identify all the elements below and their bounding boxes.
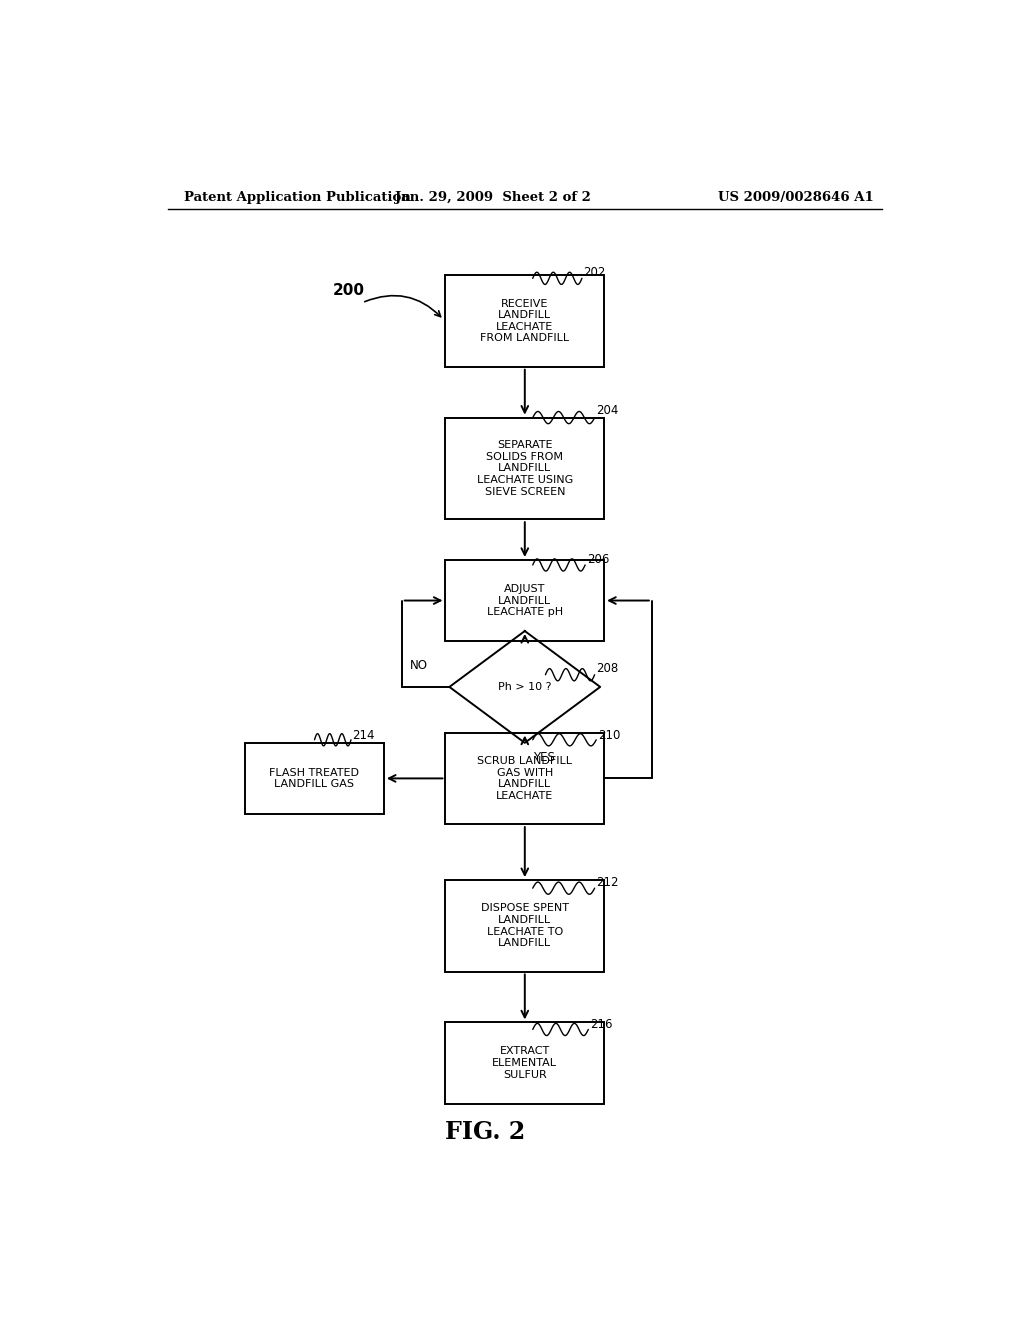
Text: EXTRACT
ELEMENTAL
SULFUR: EXTRACT ELEMENTAL SULFUR — [493, 1047, 557, 1080]
FancyArrowPatch shape — [365, 296, 440, 317]
Text: 210: 210 — [598, 729, 621, 742]
Text: 200: 200 — [333, 282, 365, 298]
Text: 206: 206 — [587, 553, 609, 566]
FancyBboxPatch shape — [445, 1022, 604, 1104]
Text: 216: 216 — [590, 1018, 612, 1031]
Text: DISPOSE SPENT
LANDFILL
LEACHATE TO
LANDFILL: DISPOSE SPENT LANDFILL LEACHATE TO LANDF… — [481, 903, 568, 948]
Text: Ph > 10 ?: Ph > 10 ? — [498, 682, 552, 692]
Text: NO: NO — [410, 659, 428, 672]
Text: 204: 204 — [596, 404, 618, 417]
Text: Patent Application Publication: Patent Application Publication — [183, 190, 411, 203]
Text: 212: 212 — [596, 875, 618, 888]
Text: RECEIVE
LANDFILL
LEACHATE
FROM LANDFILL: RECEIVE LANDFILL LEACHATE FROM LANDFILL — [480, 298, 569, 343]
FancyBboxPatch shape — [445, 560, 604, 642]
Text: US 2009/0028646 A1: US 2009/0028646 A1 — [718, 190, 873, 203]
Text: SCRUB LANDFILL
GAS WITH
LANDFILL
LEACHATE: SCRUB LANDFILL GAS WITH LANDFILL LEACHAT… — [477, 756, 572, 801]
FancyBboxPatch shape — [445, 733, 604, 824]
FancyBboxPatch shape — [445, 276, 604, 367]
Text: YES: YES — [532, 751, 555, 764]
Text: 214: 214 — [352, 729, 375, 742]
Text: FLASH TREATED
LANDFILL GAS: FLASH TREATED LANDFILL GAS — [269, 768, 359, 789]
FancyBboxPatch shape — [445, 417, 604, 519]
Text: 202: 202 — [584, 265, 606, 279]
Text: Jan. 29, 2009  Sheet 2 of 2: Jan. 29, 2009 Sheet 2 of 2 — [395, 190, 591, 203]
Text: ADJUST
LANDFILL
LEACHATE pH: ADJUST LANDFILL LEACHATE pH — [486, 583, 563, 618]
FancyBboxPatch shape — [245, 743, 384, 814]
FancyBboxPatch shape — [445, 880, 604, 972]
Text: FIG. 2: FIG. 2 — [445, 1121, 525, 1144]
Text: 208: 208 — [596, 663, 618, 675]
Text: SEPARATE
SOLIDS FROM
LANDFILL
LEACHATE USING
SIEVE SCREEN: SEPARATE SOLIDS FROM LANDFILL LEACHATE U… — [477, 440, 572, 496]
